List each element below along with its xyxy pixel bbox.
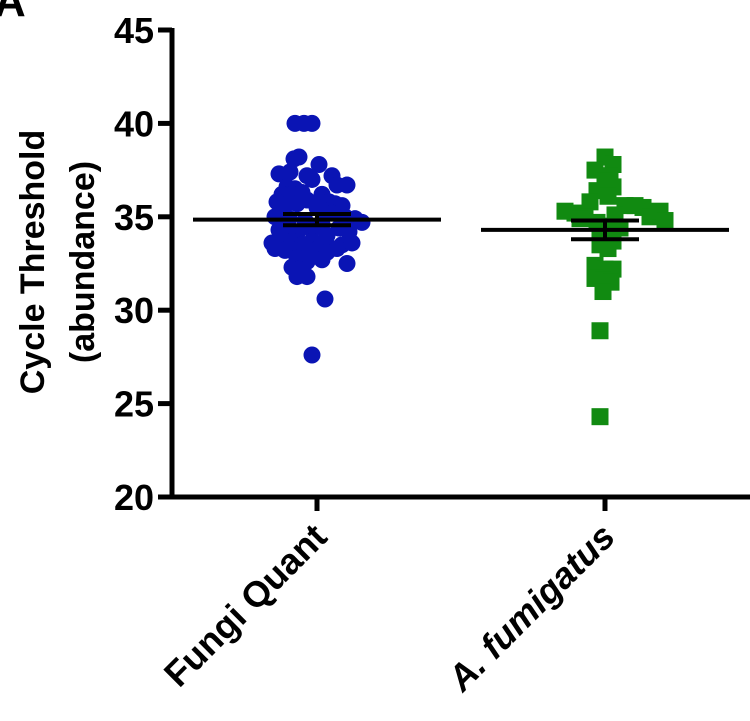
data-point — [338, 255, 356, 272]
data-point — [281, 163, 299, 181]
data-point — [298, 268, 316, 286]
data-point — [599, 240, 617, 258]
axes: 20 25 30 35 40 45 Fungi Quant A. fumigatus — [114, 10, 750, 700]
data-point — [594, 283, 612, 301]
data-points — [263, 114, 674, 426]
data-point — [591, 408, 609, 426]
data-point — [303, 346, 321, 364]
data-point — [599, 187, 617, 205]
data-point — [303, 170, 321, 188]
x-category-label: Fungi Quant — [156, 516, 335, 695]
y-tick-label: 25 — [114, 384, 154, 425]
x-category-label: A. fumigatus — [439, 516, 623, 700]
data-point — [313, 251, 331, 269]
data-point — [591, 322, 609, 340]
data-point — [303, 114, 321, 132]
data-point — [316, 290, 334, 308]
y-axis-title-line1: Cycle Threshold — [14, 130, 52, 395]
data-point — [310, 155, 328, 173]
panel-letter: A — [0, 0, 26, 26]
data-point — [343, 234, 361, 252]
y-tick-label: 35 — [114, 197, 154, 238]
y-axis-title: Cycle Threshold (abundance) — [14, 130, 102, 395]
data-point — [338, 176, 356, 194]
data-point — [328, 240, 346, 258]
y-tick-label: 45 — [114, 10, 154, 51]
data-point — [290, 148, 308, 166]
data-point — [581, 193, 599, 211]
y-tick-label: 30 — [114, 290, 154, 331]
y-axis-title-line2: (abundance) — [64, 161, 102, 363]
mean-sem-bars — [193, 211, 729, 242]
data-point — [656, 212, 674, 230]
y-tick-label: 20 — [114, 477, 154, 518]
y-tick-label: 40 — [114, 103, 154, 144]
